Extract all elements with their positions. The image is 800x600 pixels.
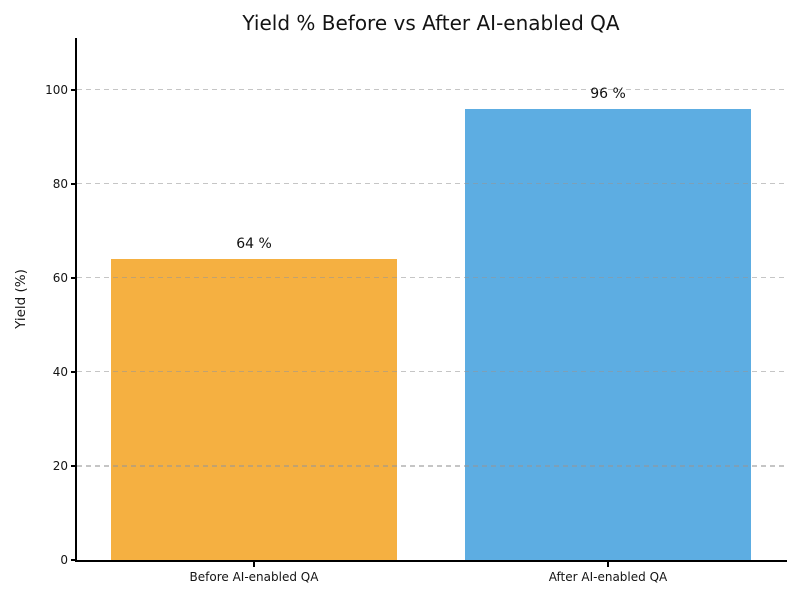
- chart-title: Yield % Before vs After AI-enabled QA: [242, 11, 620, 35]
- y-tick-mark-40: [71, 371, 76, 373]
- x-tick-mark-before-ai-enabled-qa: [253, 561, 255, 567]
- gridline-40: [77, 371, 785, 373]
- x-tick-label-before-ai-enabled-qa: Before AI-enabled QA: [189, 570, 319, 584]
- y-tick-label-20: 20: [52, 458, 68, 473]
- bar-value-label-before-ai-enabled-qa: 64 %: [236, 236, 272, 253]
- y-tick-mark-60: [71, 277, 76, 279]
- x-tick-mark-after-ai-enabled-qa: [607, 561, 609, 567]
- y-tick-label-40: 40: [52, 364, 68, 379]
- bar-after-ai-enabled-qa: [464, 108, 752, 560]
- y-tick-mark-20: [71, 465, 76, 467]
- y-tick-label-60: 60: [52, 270, 68, 285]
- y-tick-mark-80: [71, 182, 76, 185]
- gridline-20: [77, 465, 785, 467]
- x-tick-label-after-ai-enabled-qa: After AI-enabled QA: [548, 570, 668, 584]
- y-tick-label-80: 80: [52, 176, 68, 191]
- y-axis-spine: [75, 38, 77, 562]
- y-tick-label-0: 0: [60, 553, 68, 567]
- gridline-60: [77, 277, 785, 279]
- gridline-100: [77, 89, 785, 91]
- gridline-80: [77, 183, 785, 185]
- y-tick-label-100: 100: [45, 82, 68, 97]
- bar-before-ai-enabled-qa: [110, 259, 398, 560]
- y-tick-mark-100: [71, 88, 76, 91]
- x-axis-spine: [75, 560, 787, 562]
- y-tick-mark-0: [71, 559, 76, 561]
- bar-value-label-after-ai-enabled-qa: 96 %: [590, 85, 626, 102]
